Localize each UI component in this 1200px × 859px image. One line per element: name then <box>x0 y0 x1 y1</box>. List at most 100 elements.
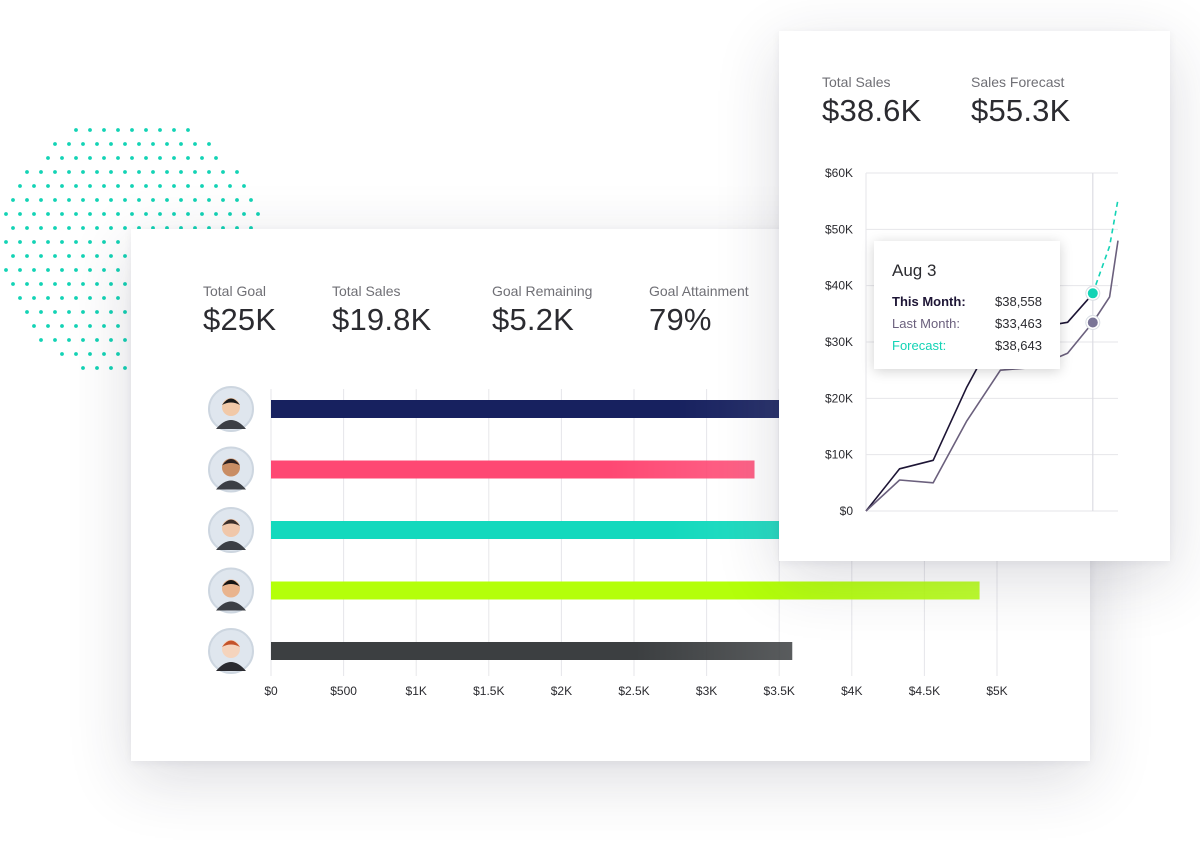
decorative-dot <box>172 212 176 216</box>
decorative-dot <box>109 170 113 174</box>
decorative-dot <box>60 268 64 272</box>
decorative-dot <box>53 254 57 258</box>
decorative-dot <box>221 170 225 174</box>
decorative-dot <box>109 226 113 230</box>
decorative-dot <box>200 184 204 188</box>
decorative-dot <box>25 254 29 258</box>
decorative-dot <box>228 184 232 188</box>
decorative-dot <box>165 170 169 174</box>
decorative-dot <box>88 296 92 300</box>
decorative-dot <box>32 184 36 188</box>
decorative-dot <box>186 128 190 132</box>
decorative-dot <box>81 338 85 342</box>
decorative-dot <box>179 198 183 202</box>
decorative-dot <box>130 128 134 132</box>
tooltip-row-last-month: Last Month: $33,463 <box>892 313 1042 335</box>
decorative-dot <box>74 296 78 300</box>
decorative-dot <box>25 198 29 202</box>
decorative-dot <box>235 170 239 174</box>
decorative-dot <box>214 156 218 160</box>
decorative-dot <box>95 142 99 146</box>
decorative-dot <box>102 128 106 132</box>
stat-value: $38.6K <box>822 93 922 128</box>
y-tick-label: $30K <box>825 335 853 349</box>
tooltip-label: This Month: <box>892 294 966 309</box>
decorative-dot <box>32 268 36 272</box>
decorative-dot <box>18 296 22 300</box>
decorative-dot <box>81 170 85 174</box>
decorative-dot <box>32 296 36 300</box>
avatar-hair <box>222 398 240 405</box>
decorative-dot <box>4 240 8 244</box>
decorative-dot <box>74 240 78 244</box>
decorative-dot <box>39 226 43 230</box>
x-tick-label: $5K <box>986 684 1007 698</box>
decorative-dot <box>102 212 106 216</box>
last-month-point <box>1087 317 1098 328</box>
decorative-dot <box>137 170 141 174</box>
decorative-dot <box>67 142 71 146</box>
decorative-dot <box>200 212 204 216</box>
stat-forecast-total-sales: Total Sales $38.6K <box>822 74 921 129</box>
avatar-body <box>216 662 246 671</box>
decorative-dot <box>11 226 15 230</box>
decorative-dot <box>165 226 169 230</box>
avatar-man-beard <box>208 507 254 553</box>
decorative-dot <box>32 212 36 216</box>
stat-value: $55.3K <box>971 93 1071 128</box>
decorative-dot <box>158 212 162 216</box>
decorative-dot <box>60 352 64 356</box>
y-tick-label: $20K <box>825 391 853 405</box>
decorative-dot <box>67 254 71 258</box>
decorative-dot <box>116 296 120 300</box>
decorative-dot <box>207 226 211 230</box>
bar-5 <box>271 642 793 660</box>
decorative-dot <box>102 268 106 272</box>
decorative-dot <box>74 268 78 272</box>
decorative-dot <box>11 282 15 286</box>
decorative-dot <box>88 128 92 132</box>
x-tick-label: $1.5K <box>473 684 504 698</box>
sales-forecast-card: Total Sales $38.6K Sales Forecast $55.3K… <box>779 31 1170 561</box>
stat-sales-forecast: Sales Forecast $55.3K <box>971 74 1070 129</box>
decorative-dot <box>60 212 64 216</box>
decorative-dot <box>95 366 99 370</box>
decorative-dot <box>158 184 162 188</box>
decorative-dot <box>32 324 36 328</box>
x-tick-label: $500 <box>330 684 357 698</box>
decorative-dot <box>123 338 127 342</box>
decorative-dot <box>116 128 120 132</box>
decorative-dot <box>235 226 239 230</box>
decorative-dot <box>46 184 50 188</box>
decorative-dot <box>242 212 246 216</box>
stat-goal-attainment: Goal Attainment 79% <box>649 283 749 338</box>
stat-value: 79% <box>649 302 712 337</box>
decorative-dot <box>144 212 148 216</box>
decorative-dot <box>53 310 57 314</box>
stat-label: Total Sales <box>822 74 891 90</box>
decorative-dot <box>102 156 106 160</box>
decorative-dot <box>123 142 127 146</box>
avatar-hair <box>222 580 240 587</box>
tooltip-date: Aug 3 <box>892 261 937 280</box>
decorative-dot <box>151 170 155 174</box>
decorative-dot <box>123 254 127 258</box>
decorative-dot <box>4 212 8 216</box>
decorative-dot <box>116 268 120 272</box>
decorative-dot <box>158 128 162 132</box>
decorative-dot <box>207 142 211 146</box>
tooltip-value: $38,643 <box>995 338 1042 353</box>
stat-label: Total Goal <box>203 283 267 299</box>
decorative-dot <box>249 198 253 202</box>
decorative-dot <box>186 184 190 188</box>
decorative-dot <box>39 254 43 258</box>
decorative-dot <box>81 198 85 202</box>
decorative-dot <box>60 324 64 328</box>
decorative-dot <box>46 296 50 300</box>
decorative-dot <box>116 324 120 328</box>
avatar-man-smiling <box>208 567 254 614</box>
decorative-dot <box>39 282 43 286</box>
decorative-dot <box>11 198 15 202</box>
decorative-dot <box>172 156 176 160</box>
